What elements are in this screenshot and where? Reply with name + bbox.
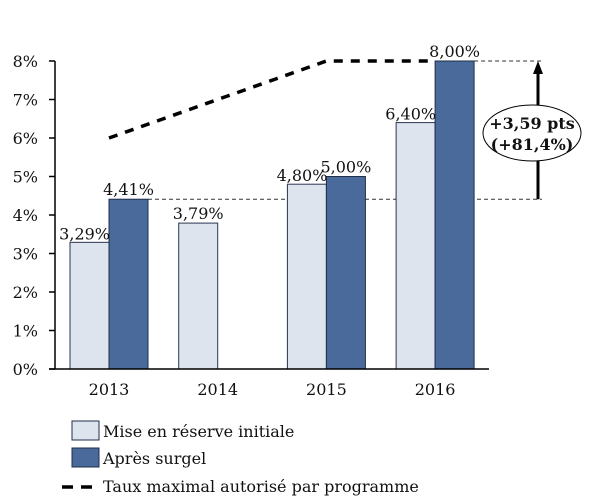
legend-swatch-dark	[71, 447, 100, 468]
annotation-ellipse	[482, 104, 582, 162]
annotation-arrow-head	[533, 61, 543, 74]
x-tick-label: 2014	[197, 380, 238, 399]
increase-annotation: +3,59 pts (+81,4%)	[482, 61, 582, 200]
y-tick-label: 8%	[13, 52, 38, 71]
legend-item-max-rate: Taux maximal autorisé par programme	[62, 477, 419, 496]
y-tick-label: 5%	[13, 168, 38, 187]
label-background	[171, 203, 226, 222]
data-label-initial-2015: 4,80%	[277, 166, 328, 185]
y-tick-label: 1%	[13, 322, 38, 341]
bar-surgel-2015	[325, 176, 366, 370]
data-label-surgel-2013: 4,41%	[103, 180, 154, 199]
y-ticks: 0% 1% 2% 3% 4% 5% 6% 7% 8%	[13, 52, 55, 379]
data-label-initial-2013: 3,29%	[59, 224, 110, 243]
annotation-line-1: +3,59 pts	[489, 114, 575, 133]
y-tick-label: 4%	[13, 206, 38, 225]
bar-initial-2016	[395, 122, 436, 370]
bar-initial-2014	[178, 222, 219, 370]
y-tick-label: 2%	[13, 283, 38, 302]
legend-label: Après surgel	[102, 449, 206, 468]
data-label-initial-2014: 3,79%	[173, 204, 224, 223]
x-tick-label: 2015	[306, 380, 347, 399]
bars	[69, 60, 475, 370]
legend-item-surgel: Après surgel	[71, 447, 206, 468]
max-rate-line-path	[108, 59, 436, 140]
data-label-initial-2016: 6,40%	[385, 105, 436, 124]
data-label-surgel-2015: 5,00%	[320, 158, 371, 177]
y-tick-label: 3%	[13, 245, 38, 264]
bar-initial-2015	[286, 183, 327, 370]
x-tick-labels: 2013 2014 2015 2016	[89, 380, 456, 399]
annotation-line-2: (+81,4%)	[491, 135, 574, 154]
max-rate-line	[108, 59, 436, 140]
legend: Mise en réserve initiale Après surgel Ta…	[62, 420, 419, 496]
bar-initial-2013	[69, 241, 110, 370]
bar-surgel-2013	[108, 198, 149, 370]
legend-label: Taux maximal autorisé par programme	[103, 477, 419, 496]
x-tick-label: 2013	[89, 380, 130, 399]
bar-surgel-2016	[434, 60, 475, 370]
legend-item-initial: Mise en réserve initiale	[71, 420, 294, 441]
y-tick-label: 6%	[13, 129, 38, 148]
legend-label: Mise en réserve initiale	[103, 422, 294, 441]
x-tick-label: 2016	[415, 380, 456, 399]
legend-swatch-light	[71, 420, 100, 441]
data-labels: 3,29% 4,41% 3,79% 4,80%5,00% 6,40% 8,00%	[59, 42, 480, 243]
data-label-surgel-2016: 8,00%	[429, 42, 480, 61]
y-tick-label: 0%	[13, 360, 38, 379]
y-tick-label: 7%	[13, 91, 38, 110]
